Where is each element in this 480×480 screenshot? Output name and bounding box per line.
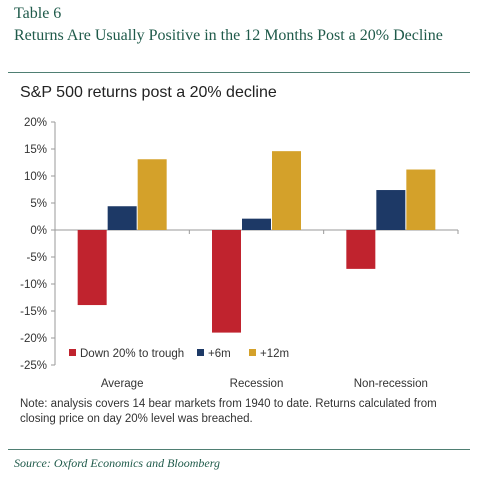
y-tick-label: -15% xyxy=(20,306,47,318)
chart-note: Note: analysis covers 14 bear markets fr… xyxy=(20,398,437,425)
y-axis-tick-labels: 20% 15% 10% 5% 0% -5% -10% -15% -20% -25% xyxy=(20,117,47,372)
y-tick-label: -25% xyxy=(20,360,47,372)
table-label: Table 6 xyxy=(14,5,62,22)
top-divider xyxy=(8,72,470,73)
legend-label-12m: +12m xyxy=(260,348,289,360)
bar-recession-12m xyxy=(272,151,301,230)
legend: Down 20% to trough +6m +12m xyxy=(69,348,289,360)
bar-average-6m xyxy=(107,206,137,230)
chart-title: S&P 500 returns post a 20% decline xyxy=(20,84,277,101)
y-tick-label: 0% xyxy=(30,225,47,237)
bar-non-recession-12m xyxy=(406,169,436,230)
bottom-divider xyxy=(8,449,470,450)
x-category-label: Average xyxy=(101,378,144,390)
y-tick-label: -20% xyxy=(20,333,47,345)
bar-recession-down-20-to-trough xyxy=(212,230,241,333)
legend-label-down-20-to-trough: Down 20% to trough xyxy=(80,348,184,360)
y-tick-label: -10% xyxy=(20,279,47,291)
legend-swatch-12m xyxy=(249,349,256,356)
x-axis-category-labels: Average Recession Non-recession xyxy=(101,378,428,390)
source-credit: Source: Oxford Economics and Bloomberg xyxy=(14,456,220,470)
legend-swatch-6m xyxy=(197,349,204,356)
table-title: Returns Are Usually Positive in the 12 M… xyxy=(14,27,443,44)
legend-label-6m: +6m xyxy=(208,348,231,360)
y-tick-label: -5% xyxy=(27,252,47,264)
bar-recession-6m xyxy=(242,218,271,230)
chart: 20% 15% 10% 5% 0% -5% -10% -15% -20% -25% Average… xyxy=(20,117,459,390)
bars xyxy=(77,151,436,333)
x-category-label: Recession xyxy=(230,378,284,390)
y-tick-label: 5% xyxy=(30,198,47,210)
x-category-label: Non-recession xyxy=(354,378,428,390)
y-tick-label: 15% xyxy=(24,144,47,156)
bar-average-down-20-to-trough xyxy=(77,230,107,306)
y-tick-label: 10% xyxy=(24,171,47,183)
bar-non-recession-down-20-to-trough xyxy=(346,230,376,269)
axes xyxy=(51,121,459,366)
bar-non-recession-6m xyxy=(376,190,406,230)
y-tick-label: 20% xyxy=(24,117,47,129)
bar-average-12m xyxy=(137,159,167,230)
legend-swatch-down-20-to-trough xyxy=(69,349,76,356)
